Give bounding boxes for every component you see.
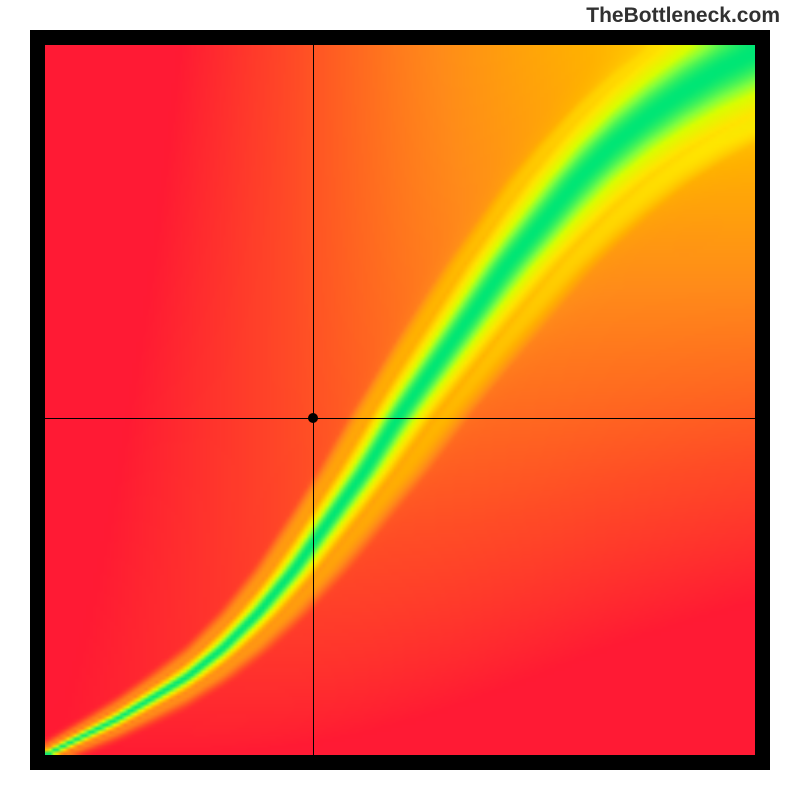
plot-frame (30, 30, 770, 770)
crosshair-vertical (313, 45, 314, 755)
heatmap-canvas (45, 45, 755, 755)
crosshair-horizontal (45, 418, 755, 419)
watermark-text: TheBottleneck.com (586, 4, 780, 28)
crosshair-marker (308, 413, 318, 423)
root-container: TheBottleneck.com (0, 0, 800, 800)
heatmap-plot (45, 45, 755, 755)
